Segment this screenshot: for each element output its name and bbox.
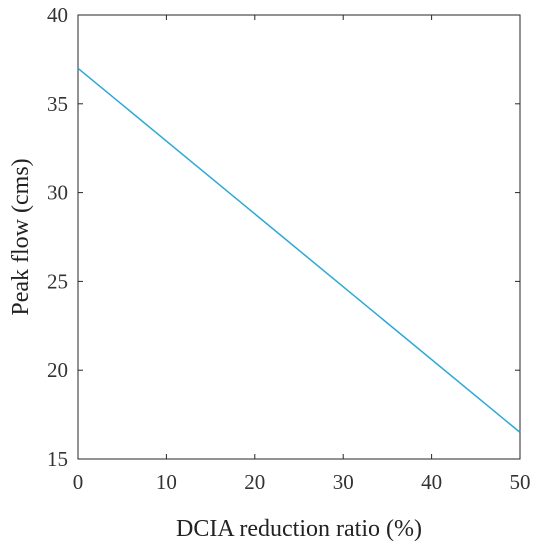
x-tick-labels: 0 10 20 30 40 50 [73,470,531,494]
x-axis-label: DCIA reduction ratio (%) [176,516,422,542]
y-tick-label: 20 [47,358,68,382]
y-tick-labels: 15 20 25 30 35 40 [47,3,68,471]
y-axis-label: Peak flow (cms) [8,158,34,315]
y-tick-label: 30 [47,181,68,205]
y-tick-label: 35 [47,92,68,116]
plot-frame [77,14,521,460]
x-tick-label: 40 [421,470,442,494]
x-tick-label: 10 [156,470,177,494]
y-tick-label: 25 [47,269,68,293]
x-tick-label: 50 [510,470,531,494]
series-group [77,67,521,433]
series-line-0 [77,67,521,433]
x-tick-label: 20 [244,470,265,494]
axis-ticks [77,14,521,460]
y-tick-label: 40 [47,3,68,27]
y-tick-label: 15 [47,447,68,471]
x-tick-label: 30 [333,470,354,494]
x-tick-label: 0 [73,470,84,494]
